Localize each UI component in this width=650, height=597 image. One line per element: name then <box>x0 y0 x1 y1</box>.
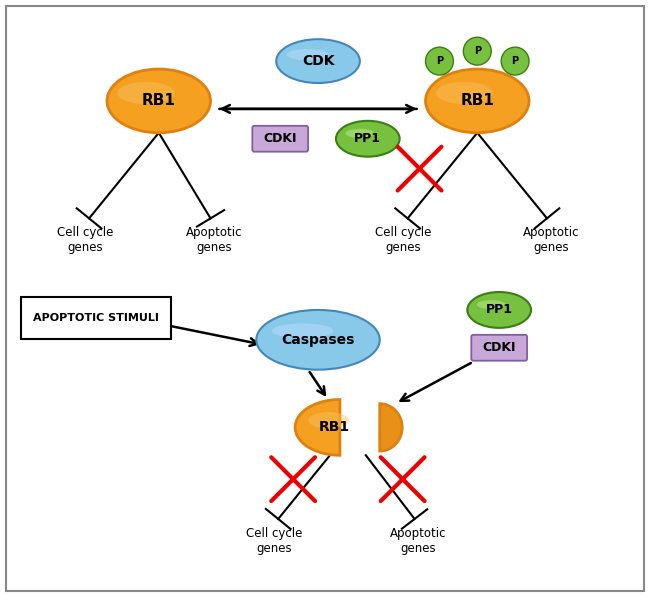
Text: Cell cycle
genes: Cell cycle genes <box>57 226 113 254</box>
Ellipse shape <box>118 82 174 104</box>
Text: CDKI: CDKI <box>482 341 516 354</box>
Ellipse shape <box>309 412 349 429</box>
Text: P: P <box>436 56 443 66</box>
Ellipse shape <box>336 121 400 156</box>
FancyBboxPatch shape <box>252 126 308 152</box>
Text: CDK: CDK <box>302 54 334 68</box>
FancyBboxPatch shape <box>471 335 527 361</box>
Ellipse shape <box>426 47 454 75</box>
Ellipse shape <box>477 300 506 309</box>
Ellipse shape <box>426 69 529 133</box>
FancyBboxPatch shape <box>21 297 171 339</box>
Text: P: P <box>474 46 481 56</box>
Text: CDKI: CDKI <box>263 133 297 145</box>
Ellipse shape <box>107 69 211 133</box>
Ellipse shape <box>256 310 380 370</box>
Text: Cell cycle
genes: Cell cycle genes <box>376 226 432 254</box>
Ellipse shape <box>436 82 493 104</box>
Text: RB1: RB1 <box>318 420 350 435</box>
Text: PP1: PP1 <box>354 133 382 145</box>
FancyBboxPatch shape <box>6 7 644 590</box>
Ellipse shape <box>287 49 328 60</box>
Ellipse shape <box>276 39 360 83</box>
Text: APOPTOTIC STIMULI: APOPTOTIC STIMULI <box>33 313 159 323</box>
Ellipse shape <box>501 47 529 75</box>
Text: RB1: RB1 <box>460 93 494 109</box>
Ellipse shape <box>467 292 531 328</box>
Polygon shape <box>295 399 340 456</box>
Text: Cell cycle
genes: Cell cycle genes <box>246 527 302 555</box>
Ellipse shape <box>463 37 491 65</box>
Text: Apoptotic
genes: Apoptotic genes <box>187 226 242 254</box>
Text: P: P <box>512 56 519 66</box>
Text: Apoptotic
genes: Apoptotic genes <box>390 527 447 555</box>
Ellipse shape <box>272 324 333 338</box>
Text: RB1: RB1 <box>142 93 176 109</box>
Text: Caspases: Caspases <box>281 333 355 347</box>
Text: PP1: PP1 <box>486 303 513 316</box>
Polygon shape <box>380 404 402 451</box>
Ellipse shape <box>346 129 374 138</box>
Text: Apoptotic
genes: Apoptotic genes <box>523 226 579 254</box>
